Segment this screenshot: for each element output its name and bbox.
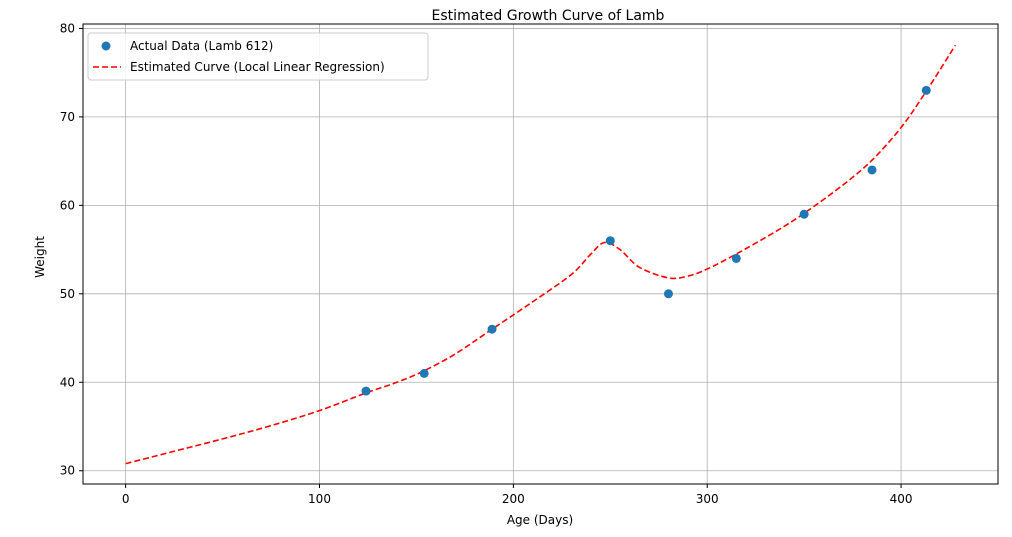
x-tick-label: 300 [696, 492, 719, 506]
legend-box [87, 32, 429, 81]
y-tick-label: 60 [60, 198, 75, 212]
legend: Actual Data (Lamb 612) Estimated Curve (L… [87, 32, 429, 81]
legend-label: Actual Data (Lamb 612) [130, 39, 273, 53]
data-point [867, 165, 877, 175]
data-point [663, 289, 673, 299]
estimated-curve-line [125, 44, 957, 465]
data-point [361, 386, 371, 396]
legend-marker-actual [101, 41, 111, 51]
x-tick-label: 100 [308, 492, 331, 506]
y-tick-label: 40 [60, 375, 75, 389]
y-axis-label: Weight [33, 236, 47, 278]
x-tick-label: 400 [890, 492, 913, 506]
data-point [731, 253, 741, 263]
data-point [487, 324, 497, 334]
y-tick-label: 80 [60, 21, 75, 35]
series [125, 44, 957, 465]
x-tick-label: 200 [502, 492, 525, 506]
plot-frame [82, 23, 999, 485]
y-tick-label: 70 [60, 110, 75, 124]
data-point [605, 236, 615, 246]
y-tick-label: 50 [60, 287, 75, 301]
grid [83, 24, 998, 484]
data-point [419, 368, 429, 378]
data-point [921, 85, 931, 95]
x-tick-label: 0 [122, 492, 130, 506]
y-tick-label: 30 [60, 464, 75, 478]
chart-title: Estimated Growth Curve of Lamb [432, 8, 665, 24]
legend-label: Estimated Curve (Local Linear Regression… [130, 60, 385, 74]
x-axis-label: Age (Days) [507, 513, 573, 527]
data-point [799, 209, 809, 219]
ticks: 0 100 200 300 400 30 40 50 60 70 80 [60, 21, 913, 506]
